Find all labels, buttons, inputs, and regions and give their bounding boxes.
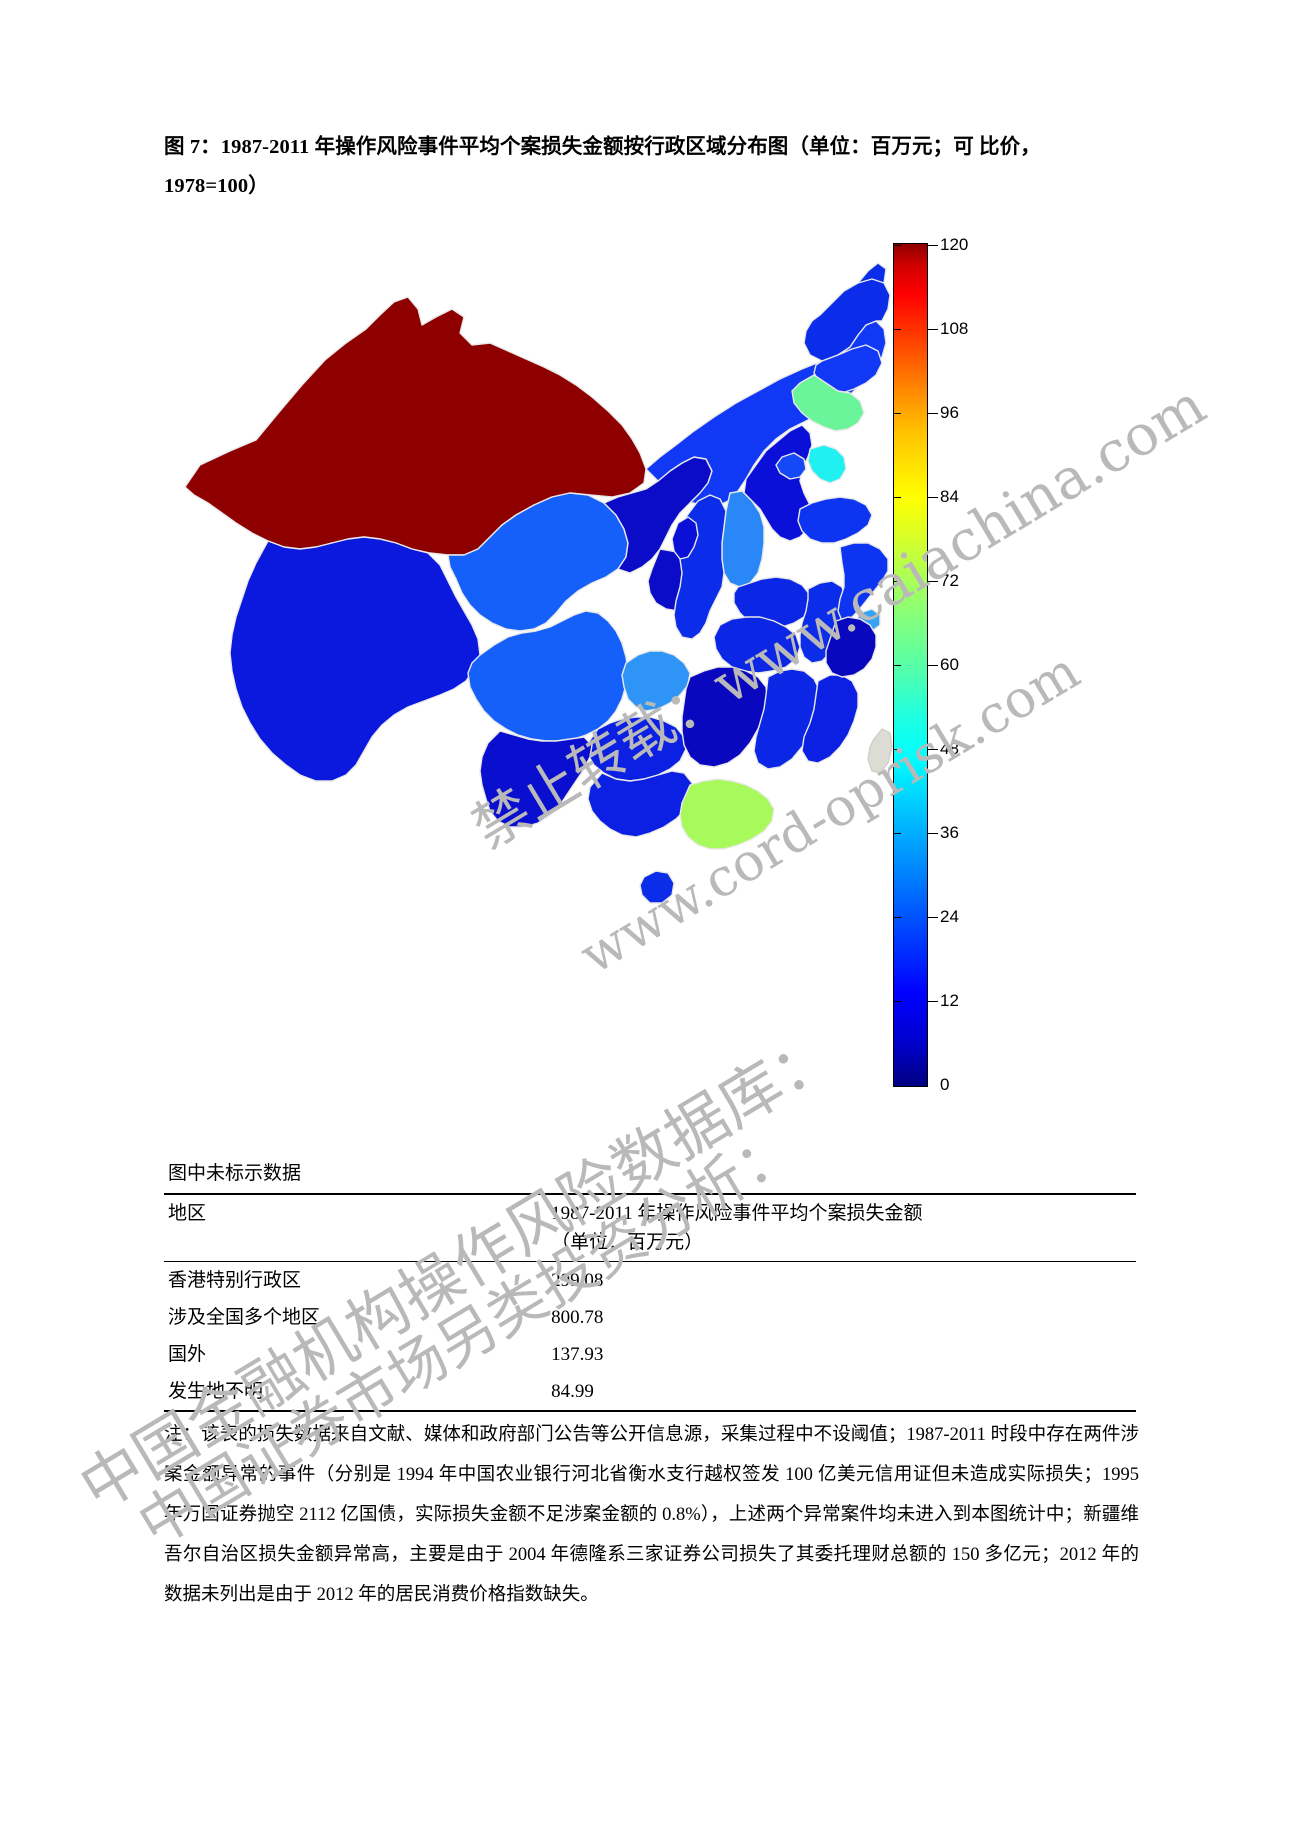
colorbar-tick-72 — [928, 581, 938, 582]
table-caption: 图中未标示数据 — [168, 1162, 302, 1184]
region-tianjin — [807, 444, 847, 484]
region-chongqing — [621, 650, 691, 712]
region-guangxi — [587, 770, 693, 838]
region-ningxia — [671, 516, 699, 560]
region-fujian — [801, 674, 859, 764]
colorbar-label-96: 96 — [940, 403, 959, 422]
colorbar-tick-inner-108 — [894, 329, 901, 330]
colorbar-label-120: 120 — [940, 235, 969, 254]
china-choropleth-map — [160, 225, 920, 1105]
colorbar-label-108: 108 — [940, 319, 969, 338]
table-cell-region: 涉及全国多个地区 — [168, 1307, 321, 1328]
colorbar-tick-inner-36 — [894, 833, 901, 834]
colorbar-tick-108 — [928, 329, 938, 330]
figure-caption: 图 7：1987-2011 年操作风险事件平均个案损失金额按行政区域分布图（单位… — [164, 128, 1134, 206]
table-footnote: 注：该表的损失数据来自文献、媒体和政府部门公告等公开信息源，采集过程中不设阈值；… — [164, 1425, 1139, 1605]
colorbar-label-12: 12 — [940, 991, 959, 1010]
colorbar-tick-84 — [928, 497, 938, 498]
colorbar-label-60: 60 — [940, 655, 959, 674]
table-row: 香港特别行政区 299.08 — [164, 1261, 1136, 1299]
region-guizhou — [587, 716, 687, 782]
colorbar-tick-96 — [928, 413, 938, 414]
table-row: 国外 137.93 — [164, 1336, 1136, 1373]
table-header-value-line2: （单位：百万元） — [551, 1232, 704, 1253]
table-header-value: 1987-2011 年操作风险事件平均个案损失金额 （单位：百万元） — [547, 1193, 1136, 1262]
region-zhejiang — [825, 616, 877, 678]
colorbar-tick-inner-84 — [894, 497, 901, 498]
region-jiangsu — [837, 542, 889, 622]
table-cell-region: 发生地不明 — [168, 1381, 264, 1402]
table-cell-region: 国外 — [168, 1344, 207, 1365]
colorbar-tick-inner-60 — [894, 665, 901, 666]
region-henan — [733, 576, 811, 630]
colorbar-gradient — [893, 243, 928, 1087]
colorbar-tick-120 — [928, 245, 938, 246]
table-row: 发生地不明 84.99 — [164, 1373, 1136, 1411]
colorbar-tick-12 — [928, 1001, 938, 1002]
region-qinghai — [447, 492, 629, 632]
region-shaanxi — [673, 494, 727, 640]
region-heilongjiang — [803, 262, 891, 362]
table-rule-cell-left — [164, 1410, 548, 1420]
table-header-region: 地区 — [164, 1193, 548, 1262]
colorbar-label-0: 0 — [940, 1075, 950, 1094]
figure-caption-line1: 图 7：1987-2011 年操作风险事件平均个案损失金额按行政区域分布图（单位… — [164, 136, 974, 158]
region-taiwan — [867, 728, 893, 774]
table-cell-value: 299.08 — [547, 1261, 1136, 1299]
colorbar-label-36: 36 — [940, 823, 959, 842]
region-shandong — [797, 496, 873, 544]
region-tibet — [229, 536, 481, 782]
table-cell-value: 137.93 — [551, 1344, 604, 1365]
region-beijing — [775, 452, 807, 480]
colorbar-tick-inner-12 — [894, 1001, 901, 1002]
table-row: 涉及全国多个地区 800.78 — [164, 1299, 1136, 1336]
region-liaoning — [791, 374, 865, 432]
colorbar-tick-36 — [928, 833, 938, 834]
colorbar-label-84: 84 — [940, 487, 959, 506]
colorbar-tick-inner-96 — [894, 413, 901, 414]
region-hainan — [639, 870, 675, 904]
region-hunan — [681, 666, 769, 768]
colorbar-tick-48 — [928, 749, 938, 750]
region-sichuan — [467, 610, 629, 742]
colorbar-tick-inner-48 — [894, 749, 901, 750]
unmarked-data-table: 地区 1987-2011 年操作风险事件平均个案损失金额 （单位：百万元） 香港… — [164, 1193, 1136, 1420]
colorbar: 120 108 96 84 72 60 48 36 24 — [893, 236, 1123, 1098]
table-bottom-rule — [164, 1410, 1136, 1420]
region-hubei — [713, 616, 801, 674]
figure-caption-line2: 比价，1978=100） — [164, 136, 1041, 197]
table-header-row: 地区 1987-2011 年操作风险事件平均个案损失金额 （单位：百万元） — [164, 1193, 1136, 1262]
region-yunnan — [479, 730, 593, 828]
colorbar-tick-60 — [928, 665, 938, 666]
figure-area: 120 108 96 84 72 60 48 36 24 — [160, 225, 1150, 1105]
region-guangdong — [679, 778, 775, 850]
colorbar-tick-inner-24 — [894, 917, 901, 918]
colorbar-tick-inner-72 — [894, 581, 901, 582]
colorbar-tick-24 — [928, 917, 938, 918]
colorbar-label-72: 72 — [940, 571, 959, 590]
table-cell-value: 800.78 — [551, 1307, 604, 1328]
table-rule-cell-right — [547, 1410, 1136, 1420]
table-header-value-line1: 1987-2011 年操作风险事件平均个案损失金额 — [551, 1203, 923, 1224]
colorbar-tick-inner-120 — [894, 245, 901, 246]
colorbar-label-24: 24 — [940, 907, 959, 926]
table-cell-region: 香港特别行政区 — [164, 1261, 548, 1299]
colorbar-label-48: 48 — [940, 739, 959, 758]
table-cell-value: 84.99 — [551, 1381, 594, 1402]
